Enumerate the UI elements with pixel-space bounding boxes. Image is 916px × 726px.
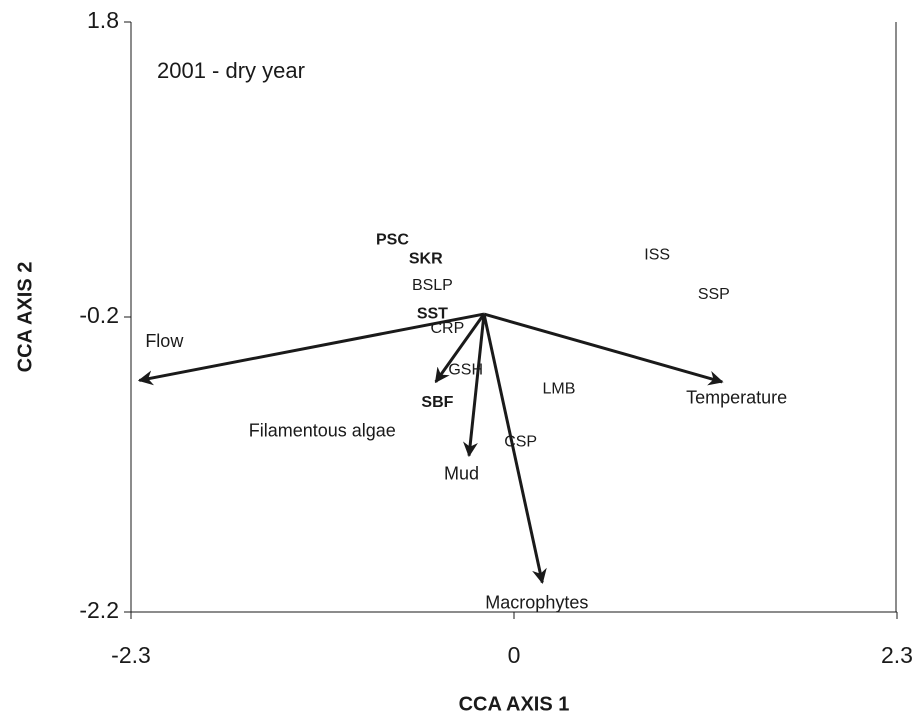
vector-label: Temperature: [686, 388, 787, 408]
y-tick-label: -0.2: [79, 302, 119, 328]
species-label: SBF: [421, 394, 453, 411]
vector-label: Flow: [145, 331, 184, 351]
vector-label: Filamentous algae: [249, 421, 396, 441]
species-label: SST: [417, 305, 448, 322]
species-label: GSH: [448, 361, 483, 378]
species-label: SSP: [698, 286, 730, 303]
species-label: SKR: [409, 251, 443, 268]
y-tick-label: 1.8: [87, 7, 119, 33]
species-label: PSC: [376, 232, 409, 249]
vector-label: Macrophytes: [485, 592, 588, 612]
species-label: BSLP: [412, 277, 453, 294]
vector-arrow: [482, 313, 547, 584]
species-label: LMB: [543, 380, 576, 397]
x-tick-label: 0: [508, 642, 521, 668]
vector-arrow: [483, 312, 724, 386]
species-label: ISS: [644, 246, 670, 263]
vector-arrow: [463, 313, 486, 458]
x-tick-label: 2.3: [881, 642, 913, 668]
annotation: 2001 - dry year: [157, 58, 305, 83]
y-axis-title: CCA AXIS 2: [14, 262, 36, 373]
vector-arrow: [137, 312, 485, 386]
x-axis-title: CCA AXIS 1: [459, 693, 570, 715]
vector-arrow: [434, 313, 486, 384]
species-label: CRP: [431, 320, 465, 337]
vector-label: Mud: [444, 463, 479, 483]
y-tick-label: -2.2: [79, 597, 119, 623]
x-tick-label: -2.3: [111, 642, 151, 668]
